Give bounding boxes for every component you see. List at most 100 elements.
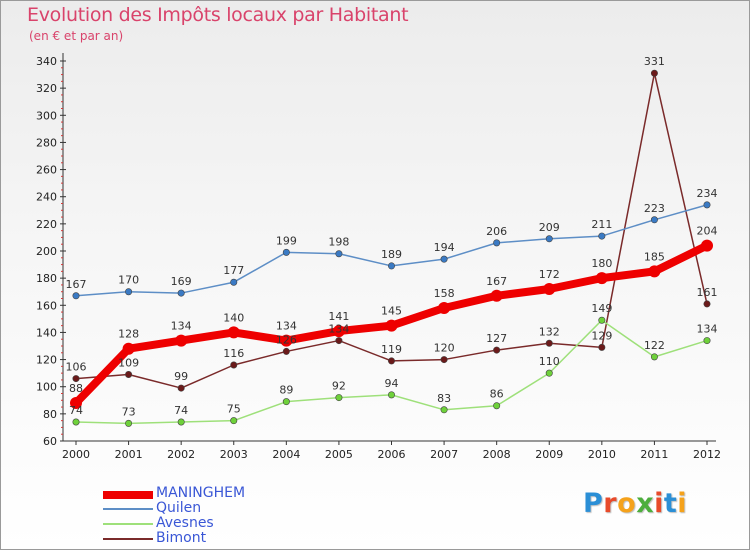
x-tick-label: 2012 xyxy=(693,448,721,461)
data-point-quilen xyxy=(72,292,80,300)
y-tick-label: 320 xyxy=(36,82,57,95)
data-label-avesnes: 110 xyxy=(539,355,560,368)
data-point-quilen xyxy=(125,288,133,296)
data-label-maninghem: 134 xyxy=(171,320,192,333)
data-point-bimont xyxy=(650,69,658,77)
data-label-maninghem: 167 xyxy=(486,275,507,288)
data-label-bimont: 161 xyxy=(697,286,718,299)
logo-letter: i xyxy=(654,488,664,519)
data-label-avesnes: 94 xyxy=(385,377,399,390)
data-point-maninghem xyxy=(595,272,608,285)
y-tick-label: 60 xyxy=(43,435,57,448)
legend-label: Avesnes xyxy=(156,515,214,531)
data-point-bimont xyxy=(125,370,133,378)
data-label-quilen: 169 xyxy=(171,275,192,288)
data-label-maninghem: 88 xyxy=(69,382,83,395)
logo-letter: x xyxy=(636,488,655,519)
x-tick-label: 2002 xyxy=(167,448,195,461)
data-point-bimont xyxy=(282,347,290,355)
data-label-bimont: 129 xyxy=(591,329,612,342)
data-point-avesnes xyxy=(230,417,238,425)
logo-letter: i xyxy=(677,488,688,519)
data-label-avesnes: 86 xyxy=(490,388,504,401)
x-tick-label: 2005 xyxy=(325,448,353,461)
data-point-bimont xyxy=(335,337,343,345)
data-point-maninghem xyxy=(175,334,188,347)
legend-swatch xyxy=(103,523,153,525)
data-point-maninghem xyxy=(701,239,713,252)
data-point-bimont xyxy=(598,343,606,351)
data-label-quilen: 167 xyxy=(66,278,87,291)
legend-swatch xyxy=(103,508,153,510)
data-label-quilen: 177 xyxy=(223,264,244,277)
data-label-avesnes: 134 xyxy=(697,323,718,336)
data-label-bimont: 134 xyxy=(328,323,349,336)
x-tick-label: 2010 xyxy=(588,448,616,461)
data-label-avesnes: 74 xyxy=(174,404,188,417)
y-tick-label: 160 xyxy=(36,299,57,312)
data-label-maninghem: 141 xyxy=(328,310,349,323)
data-label-maninghem: 172 xyxy=(539,268,560,281)
data-label-quilen: 223 xyxy=(644,202,665,215)
data-point-avesnes xyxy=(125,419,133,427)
data-label-avesnes: 149 xyxy=(591,302,612,315)
legend-label: Quilen xyxy=(156,500,202,516)
data-point-bimont xyxy=(545,339,553,347)
logo-letter: P xyxy=(583,488,604,519)
data-point-quilen xyxy=(440,255,448,263)
data-point-maninghem xyxy=(438,302,451,314)
data-point-avesnes xyxy=(493,402,501,410)
y-tick-label: 260 xyxy=(36,164,57,177)
data-label-quilen: 198 xyxy=(328,236,349,249)
x-tick-label: 2004 xyxy=(272,448,300,461)
data-label-quilen: 170 xyxy=(118,274,139,287)
data-point-maninghem xyxy=(122,342,135,355)
y-tick-label: 220 xyxy=(36,218,57,231)
series-line-avesnes xyxy=(75,319,708,425)
data-point-quilen xyxy=(703,201,711,209)
data-point-quilen xyxy=(545,235,553,243)
data-point-bimont xyxy=(72,375,80,383)
y-tick-label: 120 xyxy=(36,354,57,367)
data-point-bimont xyxy=(230,361,238,369)
data-point-quilen xyxy=(387,262,395,270)
data-point-avesnes xyxy=(598,316,606,324)
logo-letter: o xyxy=(617,488,637,519)
x-tick-label: 2008 xyxy=(483,448,511,461)
data-point-quilen xyxy=(335,250,343,258)
y-tick-label: 80 xyxy=(43,408,57,421)
data-label-maninghem: 145 xyxy=(381,305,402,318)
data-point-avesnes xyxy=(282,398,290,406)
data-label-bimont: 116 xyxy=(223,347,244,360)
data-point-maninghem xyxy=(227,326,240,339)
data-label-maninghem: 204 xyxy=(697,225,718,238)
y-tick-label: 100 xyxy=(36,381,57,394)
data-label-quilen: 206 xyxy=(486,225,507,238)
data-point-quilen xyxy=(650,216,658,224)
y-tick-label: 280 xyxy=(36,136,57,149)
data-point-maninghem xyxy=(490,289,503,302)
data-label-maninghem: 185 xyxy=(644,250,665,263)
data-label-maninghem: 134 xyxy=(276,320,297,333)
data-point-quilen xyxy=(598,232,606,240)
chart-subtitle: (en € et par an) xyxy=(29,29,124,43)
data-label-quilen: 209 xyxy=(539,221,560,234)
data-label-avesnes: 73 xyxy=(122,405,136,418)
data-point-avesnes xyxy=(72,418,80,426)
data-label-avesnes: 89 xyxy=(279,384,293,397)
legend-label: Bimont xyxy=(156,530,207,546)
data-label-bimont: 127 xyxy=(486,332,507,345)
data-point-avesnes xyxy=(440,406,448,414)
data-point-maninghem xyxy=(385,319,398,332)
data-point-bimont xyxy=(493,346,501,354)
data-label-maninghem: 128 xyxy=(118,328,139,341)
data-point-quilen xyxy=(493,239,501,247)
data-point-bimont xyxy=(177,384,185,392)
data-point-quilen xyxy=(282,248,290,256)
data-point-avesnes xyxy=(650,353,658,361)
legend-swatch xyxy=(103,491,153,499)
data-point-avesnes xyxy=(387,391,395,399)
x-tick-label: 2009 xyxy=(535,448,563,461)
